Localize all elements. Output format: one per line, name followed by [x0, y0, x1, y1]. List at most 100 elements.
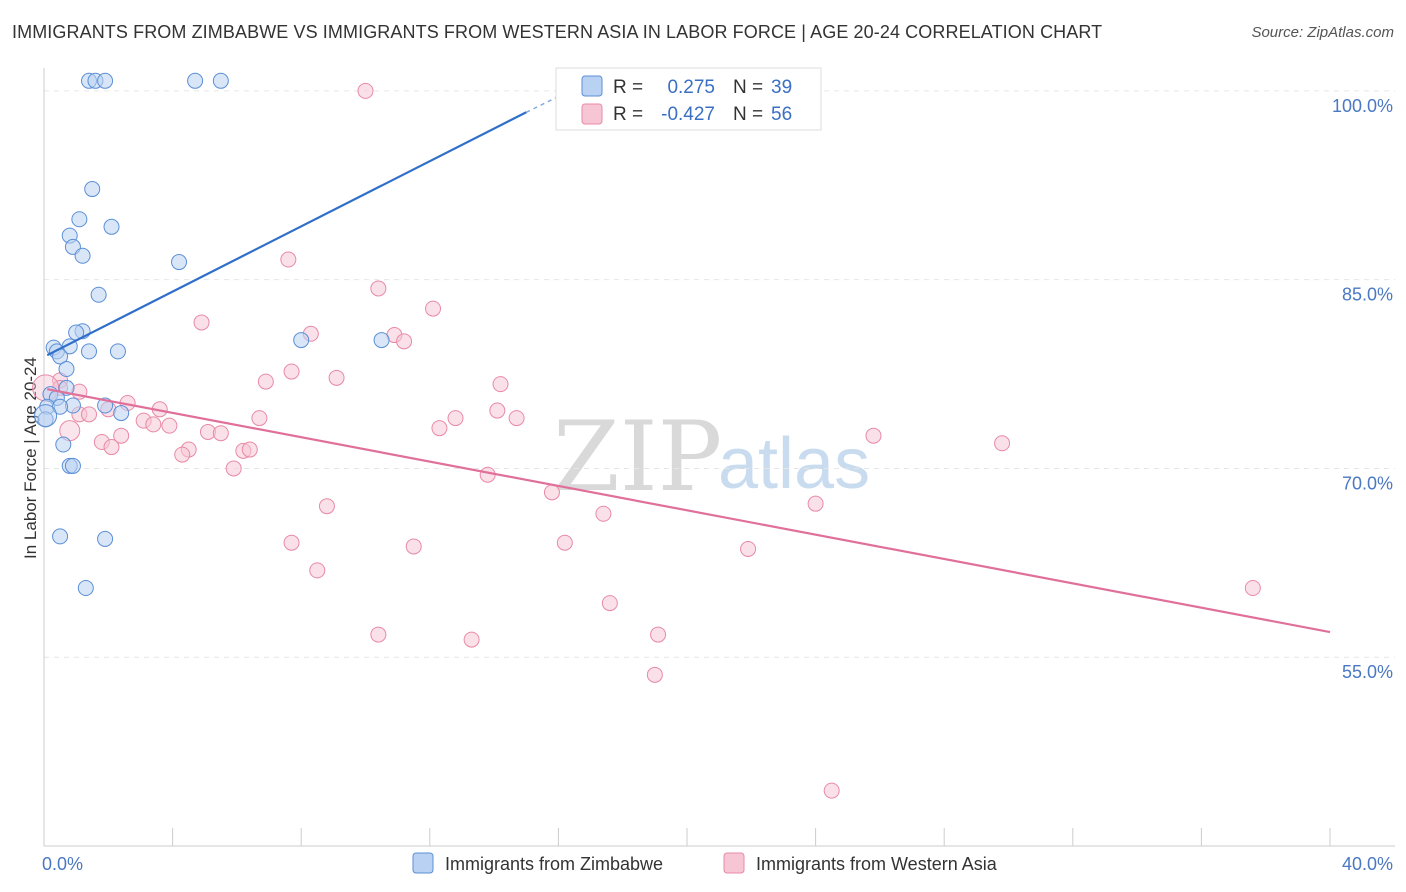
source-credit: Source: ZipAtlas.com: [1251, 24, 1394, 41]
stats-n-label-1: N =: [733, 77, 763, 98]
stats-legend-swatch-western-asia: [581, 103, 603, 125]
western-asia-point-52: [370, 626, 387, 643]
zimbabwe-point-4: [212, 72, 229, 89]
western-asia-point-34: [103, 439, 120, 456]
western-asia-point-46: [405, 538, 422, 555]
legend-label-zimbabwe: Immigrants from Zimbabwe: [445, 854, 663, 874]
zimbabwe-point-35: [52, 528, 69, 545]
zimbabwe-point-32: [55, 436, 72, 453]
western-asia-point-2: [370, 280, 387, 297]
stats-n-value-zimbabwe: 39: [771, 77, 792, 98]
trend-lines: [46, 80, 1331, 634]
x-tick-label-max: 40.0%: [1342, 854, 1393, 874]
zimbabwe-point-2: [97, 72, 114, 89]
watermark: ZIP atlas: [553, 401, 870, 513]
trend-line-zimbabwe: [46, 111, 527, 357]
trend-line-western-asia: [47, 388, 1331, 634]
western-asia-point-42: [318, 498, 335, 515]
western-asia-point-49: [309, 562, 326, 579]
zimbabwe-point-36: [97, 530, 114, 547]
western-asia-point-50: [601, 595, 618, 612]
stats-legend: R = 0.275 N = 39 R = -0.427 N = 56: [555, 67, 822, 131]
western-asia-point-31: [865, 427, 882, 444]
western-asia-point-55: [646, 666, 663, 683]
western-asia-point-9: [283, 363, 300, 380]
western-asia-point-28: [212, 425, 229, 442]
western-asia-point-0: [357, 82, 374, 99]
y-tick-label-85: 85.0%: [1342, 285, 1393, 305]
stats-r-label-1: R =: [613, 77, 643, 98]
western-asia-point-23: [508, 410, 525, 427]
stats-legend-swatch-zimbabwe: [581, 75, 603, 97]
y-tick-label-100: 100.0%: [1332, 96, 1393, 116]
western-asia-point-51: [1244, 580, 1261, 596]
western-asia-point-10: [328, 369, 345, 386]
stats-n-label-2: N =: [733, 104, 763, 125]
western-asia-point-48: [740, 540, 757, 557]
western-asia-point-53: [463, 631, 480, 648]
zimbabwe-point-16: [373, 332, 390, 349]
zimbabwe-point-37: [77, 580, 94, 596]
western-asia-point-3: [425, 300, 442, 317]
western-asia-point-20: [81, 406, 98, 423]
stats-r-value-western-asia: -0.427: [661, 104, 715, 125]
stats-r-value-zimbabwe: 0.275: [667, 77, 715, 98]
western-asia-point-56: [823, 782, 840, 799]
y-tick-labels: 55.0% 70.0% 85.0% 100.0%: [1332, 96, 1393, 682]
western-asia-point-39: [225, 460, 242, 477]
western-asia-point-32: [994, 435, 1011, 452]
zimbabwe-point-21: [109, 343, 126, 360]
x-tick-label-min: 0.0%: [42, 854, 83, 874]
legend-swatch-western-asia: [723, 852, 745, 874]
western-asia-point-30: [113, 427, 130, 444]
western-asia-point-40: [479, 466, 496, 483]
western-asia-point-18: [489, 402, 506, 419]
zimbabwe-point-20: [81, 343, 98, 360]
stats-r-label-2: R =: [613, 104, 643, 125]
western-asia-point-25: [145, 416, 162, 433]
watermark-atlas: atlas: [718, 424, 870, 504]
zimbabwe-point-7: [103, 218, 120, 235]
series-western-asia: [32, 82, 1261, 799]
zimbabwe-point-3: [187, 72, 204, 89]
western-asia-point-43: [807, 495, 824, 512]
zimbabwe-point-6: [71, 211, 88, 228]
y-tick-label-55: 55.0%: [1342, 662, 1393, 682]
western-asia-point-11: [257, 373, 274, 390]
chart-title: IMMIGRANTS FROM ZIMBABWE VS IMMIGRANTS F…: [12, 22, 1103, 42]
western-asia-point-41: [543, 484, 560, 501]
gridlines: [44, 90, 1395, 658]
stats-n-value-western-asia: 56: [771, 104, 792, 125]
watermark-zip: ZIP: [553, 401, 722, 513]
legend-swatch-zimbabwe: [412, 852, 434, 874]
western-asia-point-4: [193, 314, 210, 331]
y-tick-label-70: 70.0%: [1342, 473, 1393, 493]
western-asia-point-45: [283, 534, 300, 551]
zimbabwe-point-12: [90, 286, 107, 303]
zimbabwe-point-23: [58, 361, 75, 378]
zimbabwe-point-34: [64, 457, 81, 474]
western-asia-point-44: [595, 505, 612, 522]
zimbabwe-point-15: [293, 332, 310, 349]
western-asia-point-21: [251, 410, 268, 427]
y-axis-label: In Labor Force | Age 20-24: [21, 357, 40, 559]
zimbabwe-point-11: [171, 254, 188, 271]
western-asia-point-12: [492, 376, 509, 393]
western-asia-point-38: [174, 446, 191, 463]
axes: [43, 68, 1395, 847]
zimbabwe-point-5: [84, 181, 101, 198]
zimbabwe-point-29: [113, 405, 130, 422]
zimbabwe-point-10: [74, 247, 91, 264]
zimbabwe-cluster-0: [34, 404, 58, 428]
western-asia-point-47: [556, 534, 573, 551]
western-asia-point-22: [447, 410, 464, 427]
western-asia-point-37: [241, 441, 258, 458]
western-asia-point-54: [650, 626, 667, 643]
western-asia-point-1: [280, 251, 297, 268]
western-asia-point-7: [396, 333, 413, 350]
bottom-legend: Immigrants from Zimbabwe Immigrants from…: [412, 852, 998, 874]
western-asia-point-26: [161, 417, 178, 434]
legend-label-western-asia: Immigrants from Western Asia: [756, 854, 998, 874]
western-asia-point-29: [431, 420, 448, 437]
